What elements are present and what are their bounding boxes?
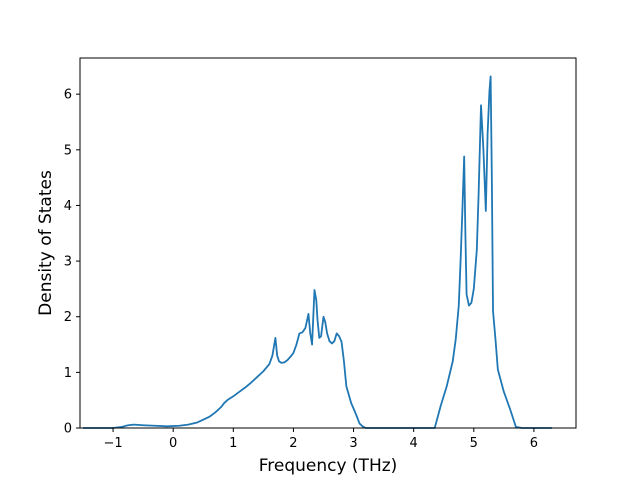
y-tick-label: 6 (64, 88, 72, 103)
y-tick-label: 2 (64, 310, 72, 325)
x-tick-label: 3 (349, 436, 357, 451)
y-tick-label: 5 (64, 143, 72, 158)
y-tick-label: 1 (64, 366, 72, 381)
x-tick-label: −1 (103, 436, 122, 451)
x-tick-label: 6 (530, 436, 538, 451)
y-axis-ticks: 0 1 2 3 4 5 6 (64, 88, 80, 437)
dos-series-line-0 (83, 75, 552, 429)
x-tick-label: 1 (229, 436, 237, 451)
series-layer (83, 75, 552, 429)
y-tick-label: 3 (64, 255, 72, 270)
x-axis-ticks: −1 0 1 2 3 4 5 6 (103, 428, 538, 451)
plot-frame (79, 57, 577, 429)
y-axis-label: Density of States (36, 170, 56, 316)
x-axis-label: Frequency (THz) (259, 456, 398, 476)
x-tick-label: 5 (470, 436, 478, 451)
x-tick-label: 4 (410, 436, 418, 451)
y-tick-label: 4 (64, 199, 72, 214)
x-tick-label: 0 (169, 436, 177, 451)
y-tick-label: 0 (64, 422, 72, 437)
x-tick-label: 2 (289, 436, 297, 451)
plot-area (80, 58, 576, 428)
